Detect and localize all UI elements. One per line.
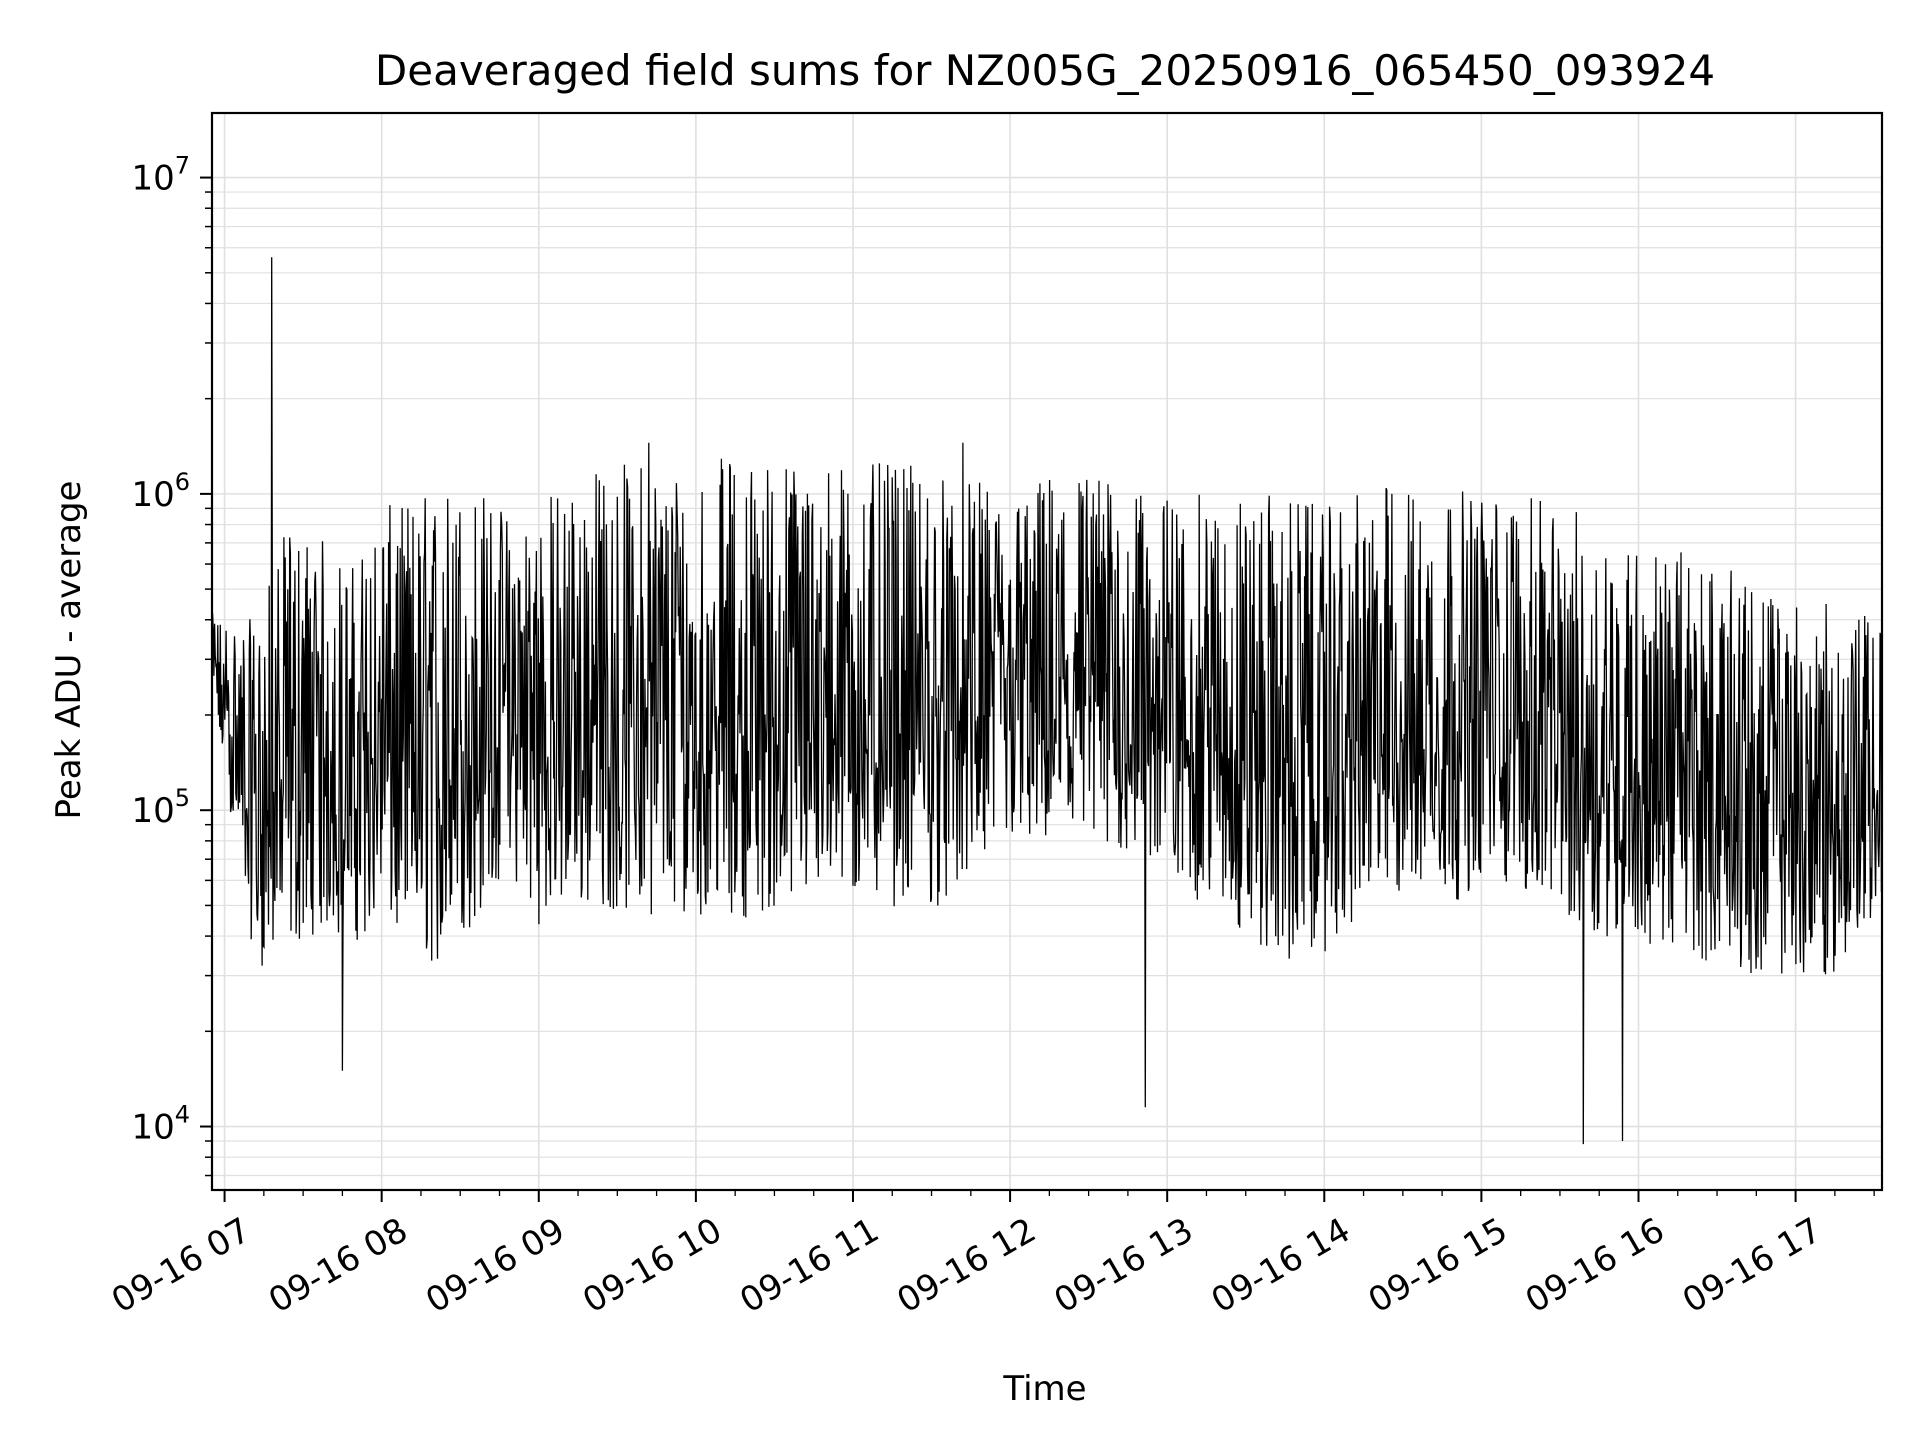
x-axis-label: Time [1002,1369,1086,1409]
chart-title: Deaveraged field sums for NZ005G_2025091… [375,46,1715,95]
grid [212,113,1882,1190]
y-tick-label: 104 [131,1101,190,1148]
series-line [211,257,1883,1145]
y-axis-label: Peak ADU - average [49,481,89,820]
y-tick-label: 107 [131,152,190,199]
series-path [211,257,1883,1145]
y-tick-label: 105 [131,784,190,831]
plot-frame [210,111,1884,1192]
y-tick-label: 106 [131,468,190,515]
y-axis: 104 105 106 107 [131,152,212,1177]
